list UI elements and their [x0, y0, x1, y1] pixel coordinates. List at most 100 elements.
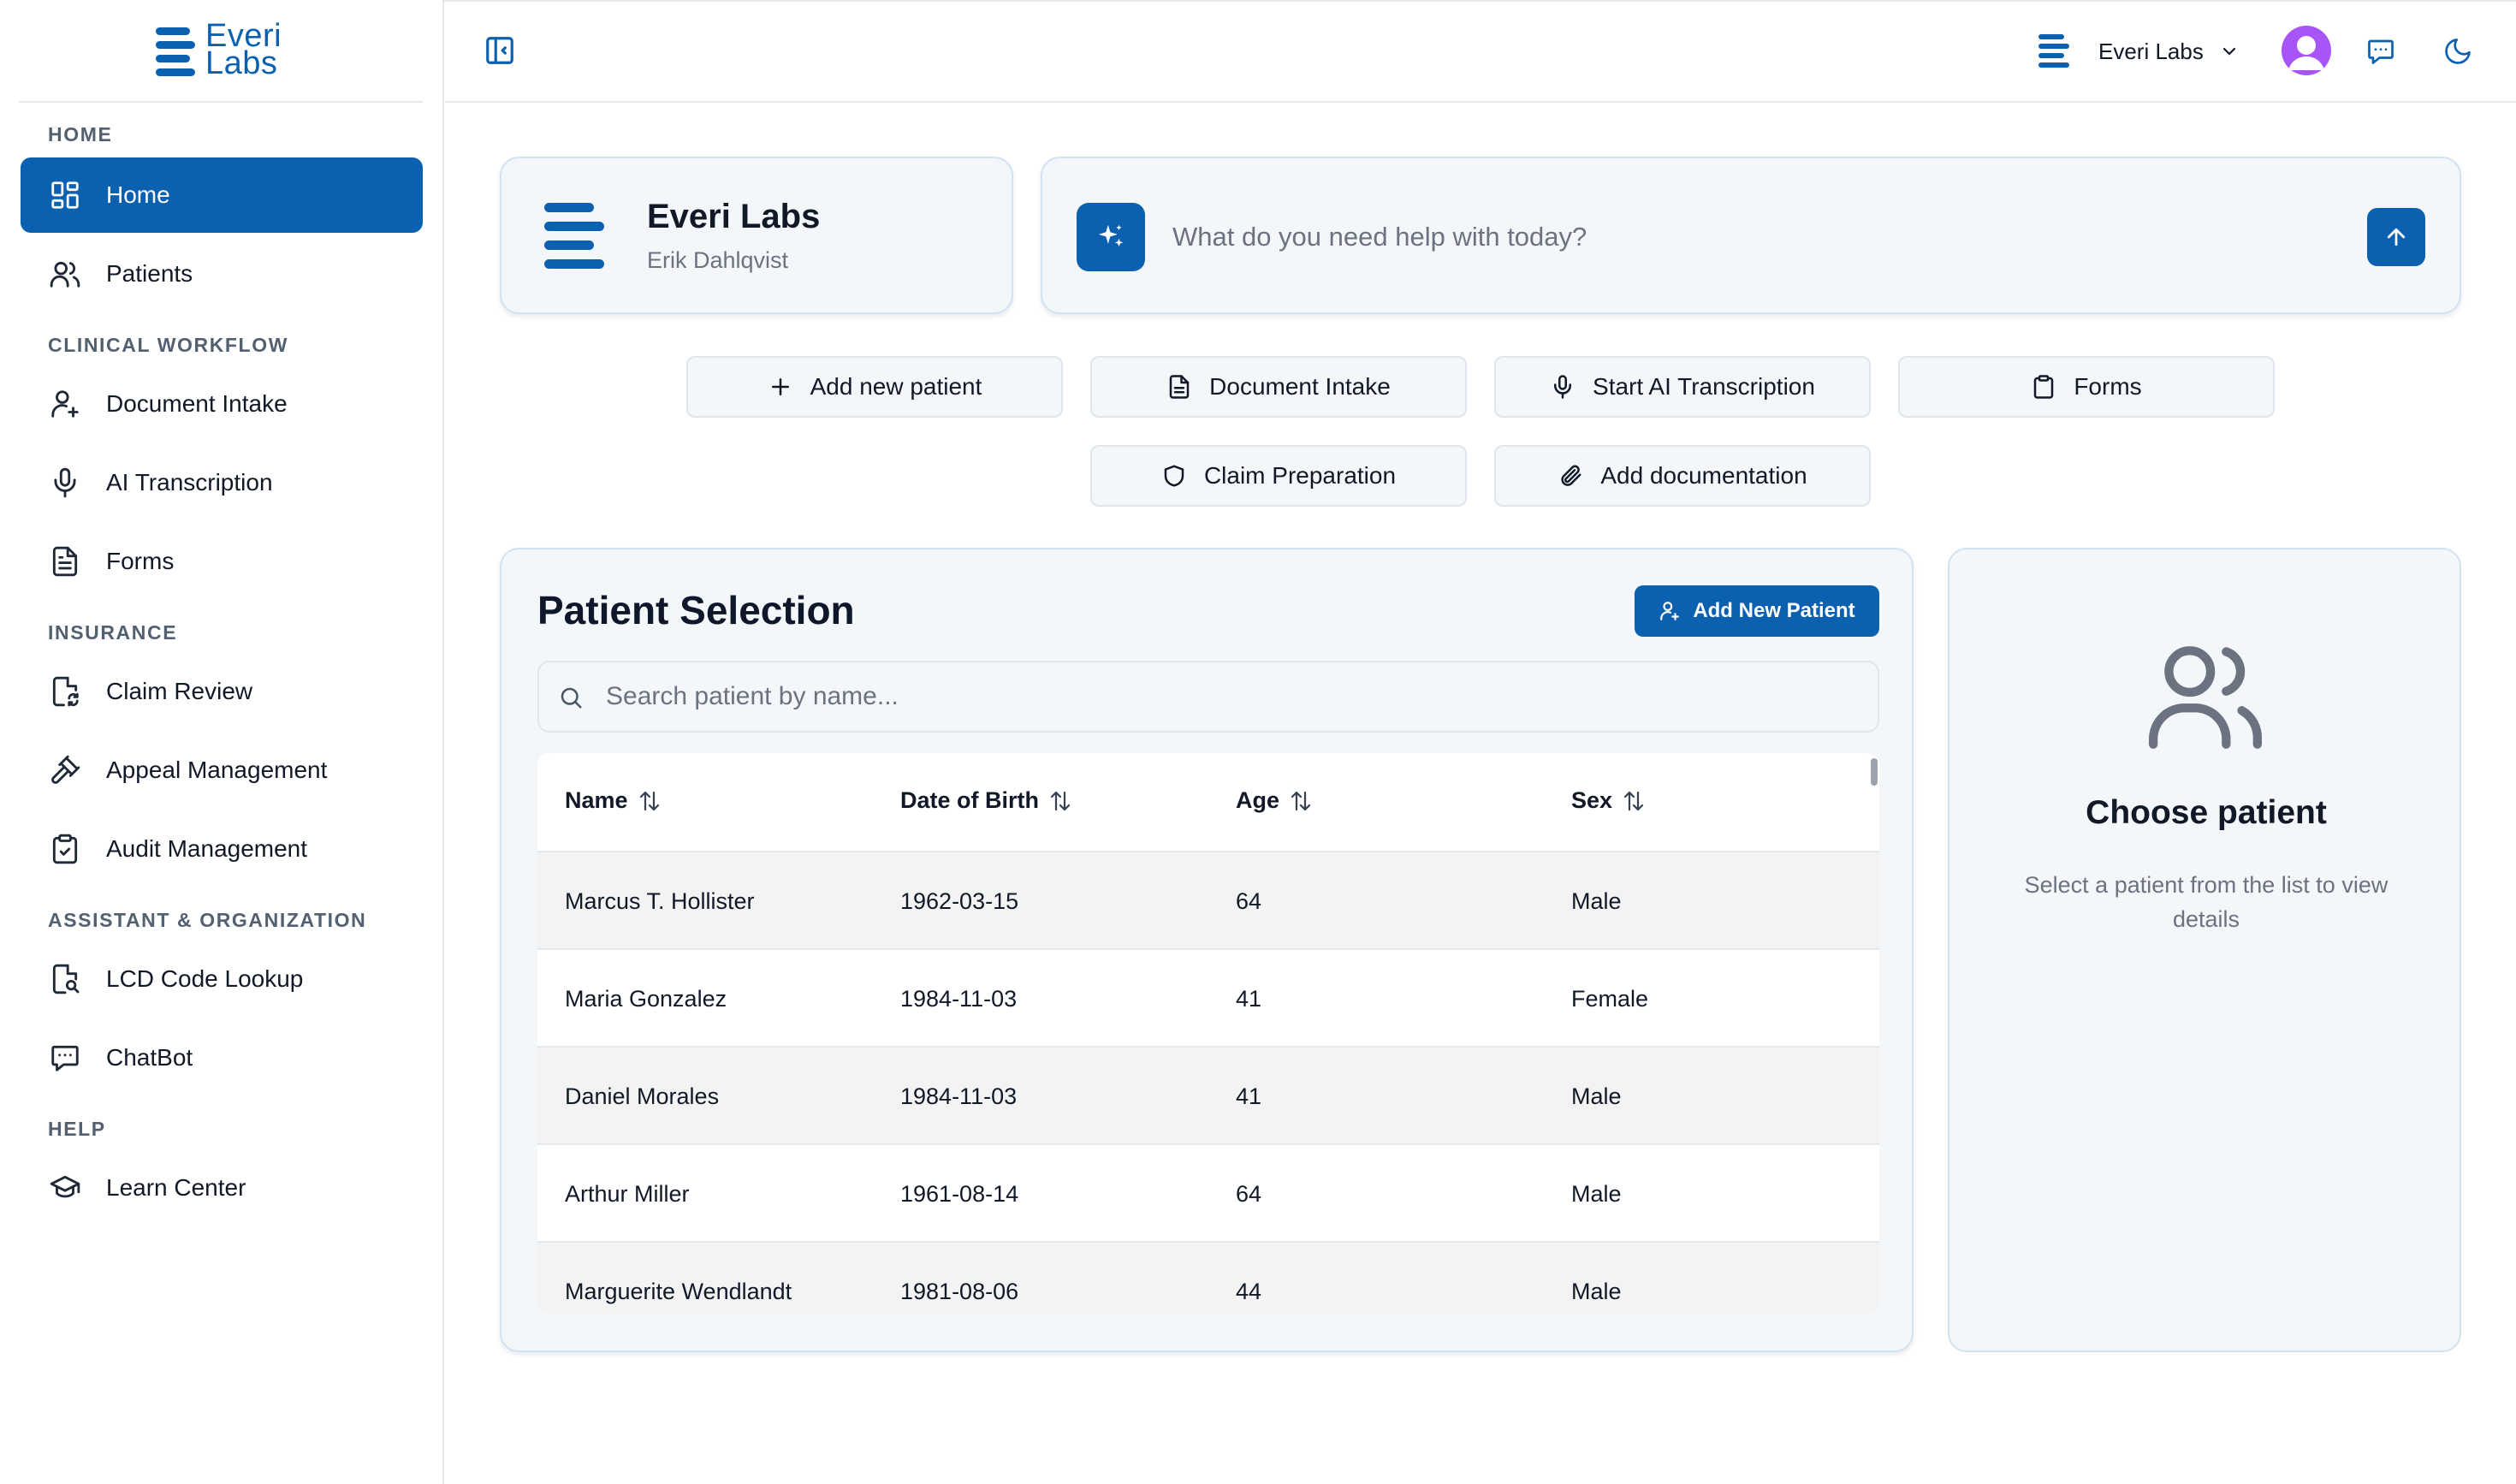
cell-name: Arthur Miller [565, 1181, 690, 1207]
sidebar-item-lcd-code-lookup[interactable]: LCD Code Lookup [21, 941, 423, 1017]
patient-search-box [537, 661, 1879, 733]
grid-icon [48, 178, 82, 212]
table-row[interactable]: Daniel Morales 1984-11-03 41 Male [537, 1046, 1879, 1143]
sidebar-item-label: Patients [106, 260, 193, 287]
sidebar-item-home[interactable]: Home [21, 157, 423, 233]
patient-selection-card: Patient Selection Add New Patient Name D… [500, 548, 1914, 1352]
table-row[interactable]: Maria Gonzalez 1984-11-03 41 Female [537, 948, 1879, 1046]
sidebar-item-forms[interactable]: Forms [21, 524, 423, 599]
cell-dob: 1961-08-14 [900, 1181, 1019, 1207]
sidebar-item-learn-center[interactable]: Learn Center [21, 1150, 423, 1226]
column-header-dob[interactable]: Date of Birth [900, 787, 1073, 814]
cell-age: 64 [1236, 888, 1262, 914]
chevron-down-icon [2219, 41, 2240, 62]
section-label-home: HOME [48, 123, 113, 145]
cell-age: 64 [1236, 1181, 1262, 1207]
send-button[interactable] [2367, 208, 2425, 266]
plus-icon [768, 374, 793, 400]
cell-name: Maria Gonzalez [565, 986, 727, 1012]
user-plus-icon [1660, 602, 1680, 620]
quick-action-label: Claim Preparation [1203, 462, 1397, 489]
sidebar-item-document-intake[interactable]: Document Intake [21, 366, 423, 442]
patient-selection-title: Patient Selection [537, 588, 855, 632]
column-header-sex[interactable]: Sex [1571, 787, 1647, 814]
add-new-patient-quick-button[interactable]: Add new patient [686, 356, 1063, 418]
sort-icon [1623, 791, 1644, 810]
microphone-icon [1550, 374, 1575, 400]
org-switcher[interactable]: Everi Labs [2038, 29, 2240, 74]
add-documentation-quick-button[interactable]: Add documentation [1494, 445, 1871, 507]
user-avatar[interactable] [2282, 26, 2331, 75]
chat-icon[interactable] [2365, 36, 2396, 67]
cell-name: Marcus T. Hollister [565, 888, 755, 914]
org-user-name: Erik Dahlqvist [647, 247, 789, 273]
clipboard-check-icon [48, 832, 82, 866]
table-row[interactable]: Marguerite Wendlandt 1981-08-06 44 Male [537, 1241, 1879, 1315]
sort-icon [1291, 791, 1311, 810]
forms-quick-button[interactable]: Forms [1898, 356, 2275, 418]
sidebar-item-label: Home [106, 181, 170, 208]
graduation-cap-icon [48, 1171, 82, 1205]
table-row[interactable]: Arthur Miller 1961-08-14 64 Male [537, 1143, 1879, 1241]
users-icon [2143, 635, 2268, 760]
brand-wordmark: Everi Labs [205, 18, 282, 81]
quick-action-label: Document Intake [1209, 373, 1391, 400]
table-row[interactable]: Marcus T. Hollister 1962-03-15 64 Male [537, 851, 1879, 948]
table-scrollbar[interactable] [1871, 758, 1878, 786]
sidebar-item-label: ChatBot [106, 1044, 193, 1071]
arrow-up-icon [2387, 228, 2406, 246]
cell-dob: 1984-11-03 [900, 1083, 1018, 1109]
quick-action-label: Start AI Transcription [1593, 373, 1815, 400]
sidebar-item-label: AI Transcription [106, 469, 273, 496]
sidebar-item-claim-review[interactable]: Claim Review [21, 654, 423, 729]
section-label-help: HELP [48, 1118, 106, 1140]
user-plus-icon [48, 387, 82, 421]
sidebar: Everi Labs HOME Home Patients CLINICAL W… [0, 0, 444, 1484]
sidebar-item-label: Forms [106, 548, 175, 574]
moon-icon[interactable] [2442, 36, 2473, 67]
shield-icon [1161, 463, 1187, 489]
assistant-input[interactable] [1172, 210, 2285, 264]
file-text-icon [48, 544, 82, 579]
sidebar-toggle-icon[interactable] [484, 34, 516, 67]
cell-sex: Male [1571, 1181, 1622, 1207]
column-header-name[interactable]: Name [565, 787, 662, 814]
sidebar-item-audit-management[interactable]: Audit Management [21, 811, 423, 887]
patient-search-input[interactable] [606, 671, 1855, 722]
sidebar-item-label: Appeal Management [106, 757, 328, 783]
quick-action-label: Forms [2074, 373, 2142, 400]
document-intake-quick-button[interactable]: Document Intake [1090, 356, 1467, 418]
brand-bars-icon [156, 24, 204, 79]
sidebar-item-ai-transcription[interactable]: AI Transcription [21, 445, 423, 520]
section-label-insurance: INSURANCE [48, 621, 178, 644]
sidebar-item-appeal-management[interactable]: Appeal Management [21, 733, 423, 808]
gavel-icon [48, 753, 82, 787]
sidebar-item-chatbot[interactable]: ChatBot [21, 1020, 423, 1095]
sidebar-item-label: Learn Center [106, 1174, 246, 1201]
column-header-age[interactable]: Age [1236, 787, 1314, 814]
top-header: Everi Labs [445, 0, 2516, 103]
section-label-assistant-organization: ASSISTANT & ORGANIZATION [48, 909, 367, 931]
cell-name: Marguerite Wendlandt [565, 1279, 792, 1304]
file-refresh-icon [48, 674, 82, 709]
sparkles-icon [1077, 203, 1145, 271]
cell-age: 41 [1236, 986, 1262, 1012]
org-logo-icon [2038, 33, 2073, 70]
cell-dob: 1962-03-15 [900, 888, 1019, 914]
cell-sex: Male [1571, 1279, 1622, 1304]
brand-logo[interactable]: Everi Labs [156, 18, 293, 81]
add-new-patient-button[interactable]: Add New Patient [1635, 585, 1879, 637]
claim-preparation-quick-button[interactable]: Claim Preparation [1090, 445, 1467, 507]
add-new-patient-label: Add New Patient [1693, 599, 1855, 622]
org-card: Everi Labs Erik Dahlqvist [500, 157, 1013, 314]
sidebar-item-label: Audit Management [106, 835, 308, 862]
sidebar-divider [19, 101, 423, 103]
cell-age: 41 [1236, 1083, 1262, 1109]
message-icon [48, 1041, 82, 1075]
org-title: Everi Labs [647, 198, 821, 235]
sidebar-item-patients[interactable]: Patients [21, 236, 423, 312]
cell-name: Daniel Morales [565, 1083, 720, 1109]
sort-icon [1050, 791, 1071, 810]
avatar-person-icon [2288, 36, 2324, 70]
start-ai-transcription-quick-button[interactable]: Start AI Transcription [1494, 356, 1871, 418]
